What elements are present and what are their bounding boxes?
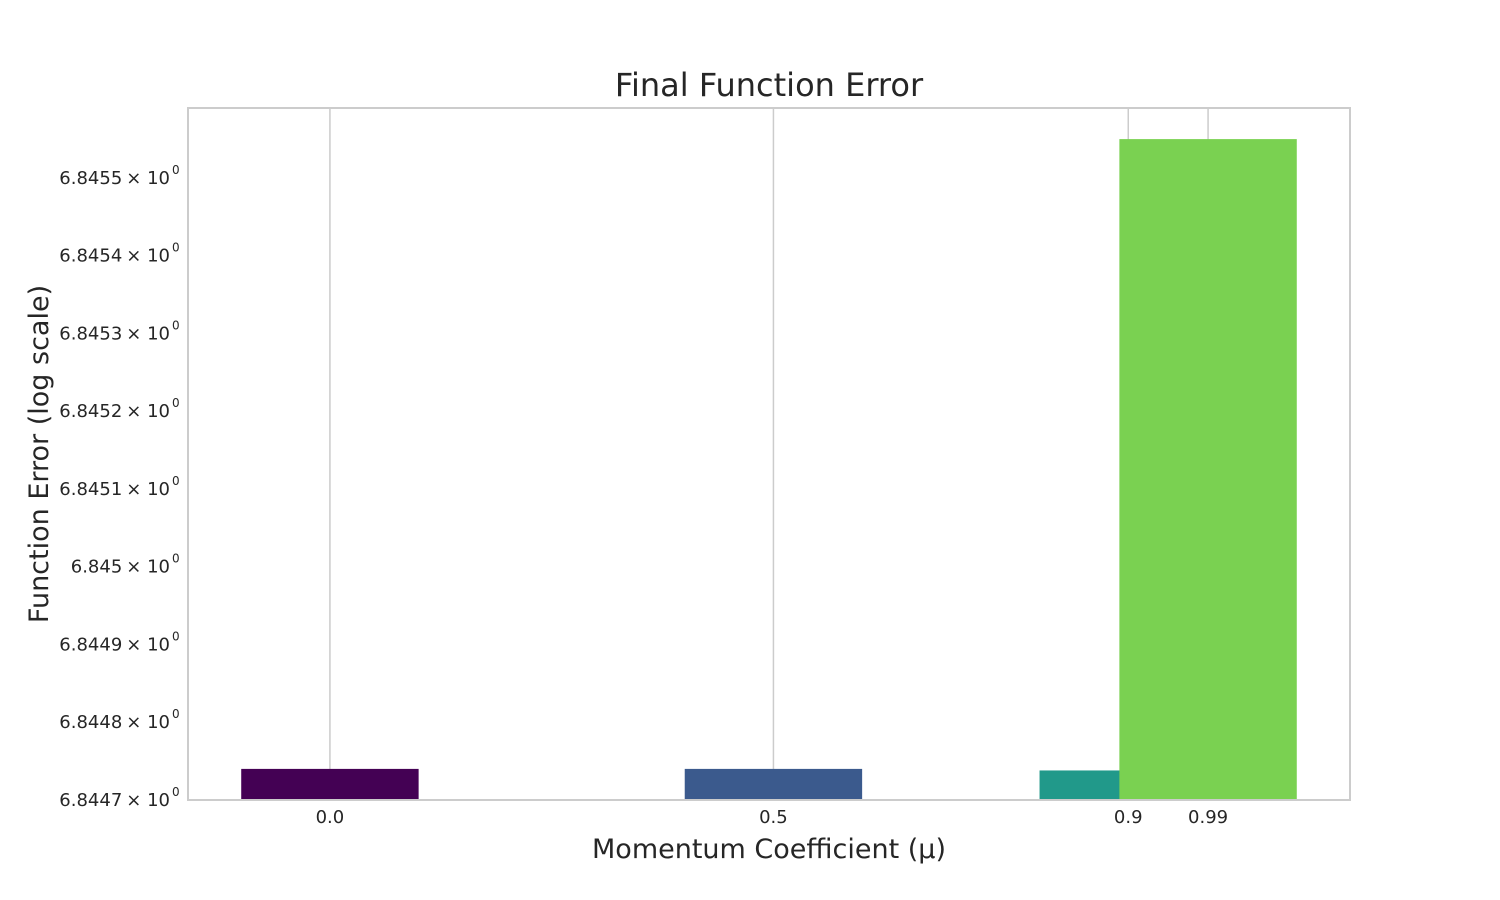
y-tick-base: × 10 [126,557,170,578]
y-tick-mantissa: 6.8449 [59,634,122,655]
y-tick-mantissa: 6.8454 [59,246,122,267]
y-tick: 6.8454 × 10 0 [59,241,179,267]
bars [241,139,1297,801]
y-tick: 6.845 × 10 0 [71,552,180,578]
x-tick-label: 0.5 [759,807,788,828]
y-tick-mantissa: 6.8447 [59,790,122,811]
y-tick: 6.8455 × 10 0 [59,163,179,189]
y-tick-exponent: 0 [172,241,180,255]
y-tick-base: × 10 [126,323,170,344]
y-tick-mantissa: 6.8452 [59,401,122,422]
y-tick-label: 6.8455 × 10 [59,168,170,189]
y-tick-mantissa: 6.8451 [59,479,122,500]
y-tick-label: 6.8454 × 10 [59,246,170,267]
y-tick-exponent: 0 [172,396,180,410]
y-tick-exponent: 0 [172,552,180,566]
y-tick-label: 6.8447 × 10 [59,790,170,811]
y-tick-base: × 10 [126,168,170,189]
gridlines [329,108,1209,800]
y-tick-mantissa: 6.8453 [59,323,122,344]
y-tick-base: × 10 [126,712,170,733]
x-axis-label: Momentum Coefficient (μ) [592,834,946,865]
x-tick-label: 0.9 [1114,807,1143,828]
y-tick-base: × 10 [126,401,170,422]
bar-0.99 [1119,139,1297,801]
y-tick: 6.8449 × 10 0 [59,629,179,655]
y-tick-exponent: 0 [172,163,180,177]
y-tick: 6.8451 × 10 0 [59,474,179,500]
y-tick-exponent: 0 [172,318,180,332]
y-tick-label: 6.8452 × 10 [59,401,170,422]
y-tick-label: 6.8448 × 10 [59,712,170,733]
y-tick-base: × 10 [126,246,170,267]
y-tick-label: 6.8449 × 10 [59,634,170,655]
y-tick-label: 6.8451 × 10 [59,479,170,500]
y-tick-labels: 6.8447 × 10 06.8448 × 10 06.8449 × 10 06.845 × … [59,163,179,811]
x-tick-label: 0.0 [316,807,345,828]
y-tick-mantissa: 6.8448 [59,712,122,733]
y-axis-label: Function Error (log scale) [24,285,55,623]
y-tick: 6.8452 × 10 0 [59,396,179,422]
x-tick-labels: 0.0 0.5 0.9 0.99 [316,807,1229,828]
y-tick-base: × 10 [126,790,170,811]
y-tick: 6.8448 × 10 0 [59,707,179,733]
y-tick: 6.8447 × 10 0 [59,785,179,811]
y-tick-exponent: 0 [172,629,180,643]
y-tick-label: 6.845 × 10 [71,557,170,578]
y-tick-base: × 10 [126,634,170,655]
bar-0.0 [241,768,419,800]
y-tick: 6.8453 × 10 0 [59,318,179,344]
y-tick-exponent: 0 [172,474,180,488]
y-tick-mantissa: 6.8455 [59,168,122,189]
y-tick-label: 6.8453 × 10 [59,323,170,344]
y-tick-exponent: 0 [172,785,180,799]
y-tick-base: × 10 [126,479,170,500]
chart-title: Final Function Error [615,66,924,104]
y-tick-mantissa: 6.845 [71,557,123,578]
plot-frame [187,107,1351,801]
x-tick-label: 0.99 [1188,807,1228,828]
bar-0.5 [684,768,863,800]
y-tick-exponent: 0 [172,707,180,721]
